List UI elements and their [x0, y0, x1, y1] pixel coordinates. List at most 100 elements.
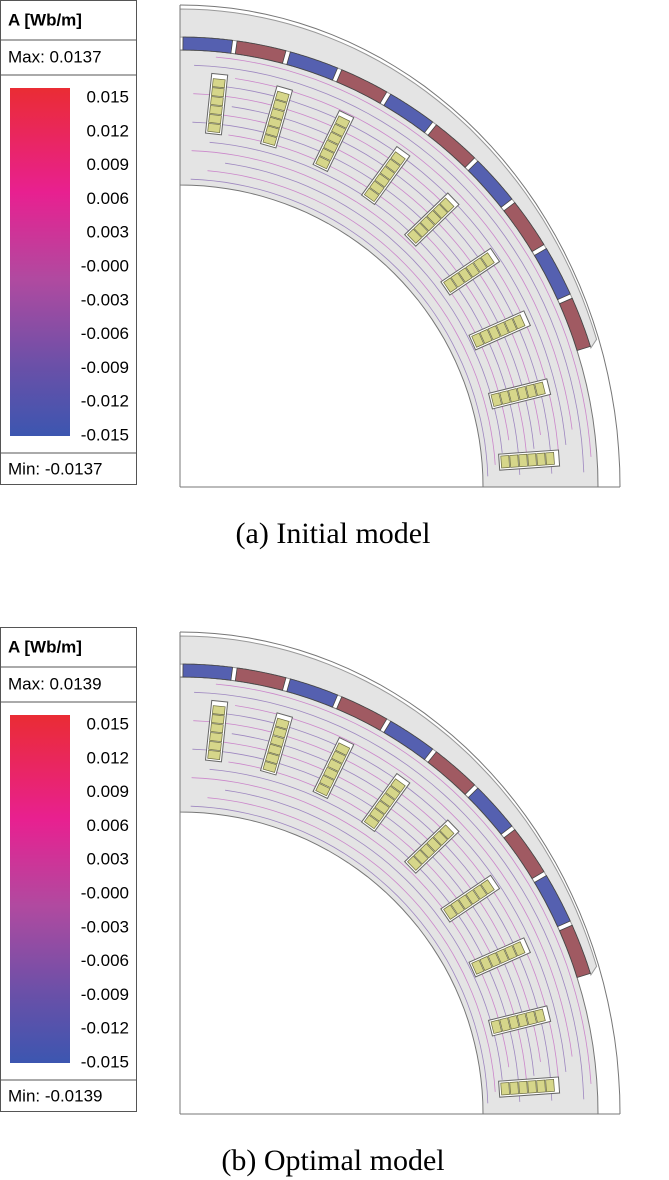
magnet — [533, 247, 571, 301]
coil — [315, 155, 331, 170]
coil — [385, 158, 401, 174]
coil — [479, 955, 493, 972]
scale-label: -0.009 — [81, 358, 129, 377]
flux-line — [190, 805, 489, 1104]
coil — [545, 451, 555, 466]
coil — [406, 855, 423, 871]
magnet — [533, 874, 571, 928]
caption: (b) Optimal model — [221, 1144, 444, 1177]
magnet — [467, 160, 513, 208]
coil — [319, 147, 335, 162]
coil — [465, 889, 480, 905]
coil — [518, 453, 528, 468]
coil — [458, 267, 473, 283]
coil — [516, 385, 529, 401]
magnet — [182, 663, 234, 681]
coil — [323, 766, 339, 781]
panel: A [Wb/m] Max: 0.0137 0.015 0.012 0.009 0.006 0… — [0, 0, 621, 550]
scale-label: 0.009 — [86, 782, 129, 801]
coil — [480, 879, 495, 895]
magnet — [234, 667, 287, 691]
coil — [334, 115, 351, 129]
coil — [390, 151, 406, 166]
coil — [500, 1082, 510, 1096]
flux-line — [228, 134, 528, 463]
scale-label: 0.015 — [86, 87, 129, 106]
magnet — [467, 787, 513, 835]
coil — [369, 180, 385, 195]
coil — [363, 187, 380, 203]
coil — [267, 743, 283, 756]
coil — [443, 277, 458, 293]
coil — [545, 1078, 555, 1093]
scale-label: -0.000 — [81, 256, 129, 275]
field-plot — [179, 4, 621, 488]
slot — [360, 772, 411, 833]
coil — [527, 1080, 537, 1094]
coil — [419, 843, 436, 859]
coil — [512, 941, 526, 957]
coil — [439, 824, 455, 840]
coil — [208, 741, 222, 752]
coil — [272, 726, 288, 739]
coil — [508, 388, 520, 403]
coil — [379, 792, 396, 808]
legend-max: Max: 0.0137 — [8, 47, 102, 66]
coil — [274, 90, 290, 103]
magnet — [383, 93, 434, 134]
magnet — [286, 51, 339, 81]
slot — [468, 310, 532, 351]
slot — [204, 72, 229, 136]
coil — [479, 328, 493, 345]
outer-boundary — [179, 631, 621, 1115]
coil — [465, 262, 480, 278]
coil — [209, 732, 223, 743]
coil — [509, 1081, 519, 1095]
coil — [374, 173, 390, 188]
scale-label: 0.006 — [86, 189, 129, 208]
magnet — [182, 36, 234, 54]
coil — [490, 1019, 503, 1034]
flux-line — [191, 150, 510, 441]
coil — [267, 116, 283, 129]
flux-line — [215, 683, 592, 1084]
coil — [508, 1015, 520, 1030]
scale-label: 0.006 — [86, 816, 129, 835]
magnet — [558, 297, 591, 351]
flux-line — [194, 691, 585, 1100]
coil — [472, 884, 488, 900]
coil — [536, 452, 546, 466]
magnet — [427, 124, 476, 168]
magnet — [336, 69, 388, 104]
slot — [312, 109, 355, 173]
scale-label: -0.015 — [81, 425, 129, 444]
coil — [499, 390, 511, 405]
magnet — [558, 924, 591, 978]
coil — [374, 800, 390, 815]
magnet — [234, 40, 287, 64]
coil — [490, 392, 503, 407]
scale-label: -0.012 — [81, 392, 129, 411]
slot — [487, 378, 552, 410]
scale-label: -0.015 — [81, 1052, 129, 1071]
flux-line — [191, 777, 510, 1068]
flux-line — [235, 78, 573, 430]
coil — [379, 165, 396, 181]
coil — [472, 257, 488, 273]
coil — [471, 332, 485, 348]
slot — [487, 1005, 552, 1037]
coil — [272, 99, 288, 112]
coil — [443, 904, 458, 920]
slot — [468, 937, 532, 978]
magnet — [503, 829, 545, 880]
coil — [426, 209, 442, 226]
scale-label: -0.012 — [81, 1019, 129, 1038]
legend-min: Min: -0.0137 — [8, 459, 103, 478]
scale-label: -0.000 — [81, 883, 129, 902]
coil — [525, 383, 538, 399]
flux-line — [228, 761, 528, 1090]
panel: A [Wb/m] Max: 0.0139 0.015 0.012 0.009 0.006 0… — [0, 627, 621, 1177]
coil — [208, 114, 222, 125]
coil — [439, 197, 455, 213]
slot — [259, 712, 294, 776]
